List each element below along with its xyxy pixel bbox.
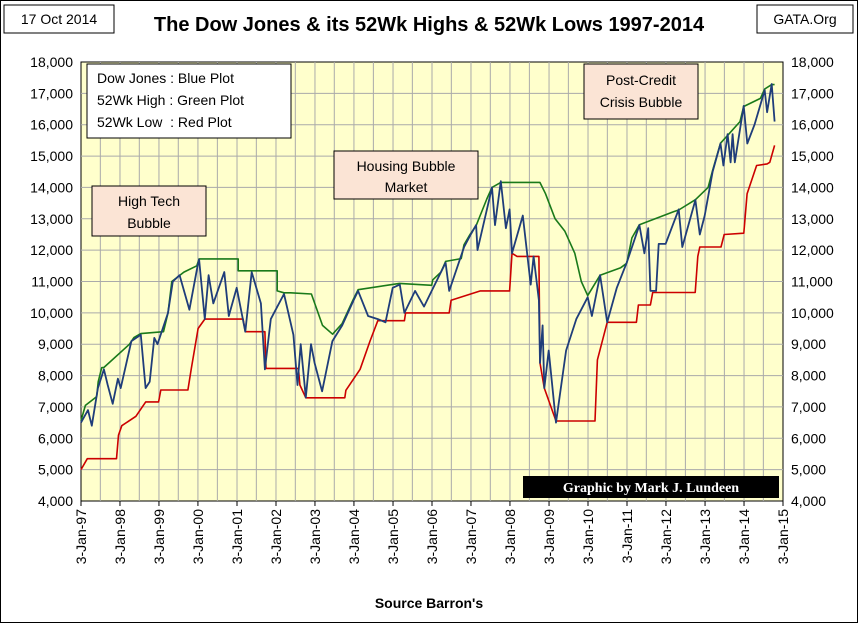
x-tick-label: 3-Jan-04 (346, 509, 362, 564)
annotation-post-credit-line1: Post-Credit (606, 72, 676, 88)
y-tick-label-left: 4,000 (38, 493, 73, 509)
y-tick-label-left: 9,000 (38, 336, 73, 352)
y-tick-label-left: 10,000 (30, 305, 73, 321)
y-tick-label-left: 6,000 (38, 430, 73, 446)
x-tick-label: 3-Jan-97 (73, 509, 89, 564)
grid (81, 62, 783, 501)
x-tick-label: 3-Jan-07 (463, 509, 479, 564)
date-box (3, 4, 115, 34)
annotation-post-credit-line2: Crisis Bubble (600, 94, 683, 110)
legend-box (86, 63, 292, 139)
x-tick-label: 3-Jan-02 (268, 509, 284, 564)
y-tick-label-left: 11,000 (31, 274, 73, 290)
y-tick-label-right: 10,000 (791, 305, 834, 321)
y-tick-label-right: 18,000 (791, 54, 834, 70)
y-tick-label-right: 8,000 (791, 368, 826, 384)
annotation-high-tech-line2: Bubble (127, 215, 171, 231)
y-tick-label-left: 16,000 (30, 117, 73, 133)
x-tick-label: 3-Jan-01 (229, 509, 245, 564)
legend-line-low: 52Wk Low : Red Plot (97, 114, 232, 130)
series-group (80, 83, 776, 471)
x-tick-label: 3-Jan-06 (424, 509, 440, 564)
y-tick-label-left: 17,000 (30, 85, 73, 101)
annotation-high-tech-box (91, 185, 207, 237)
y-tick-label-right: 12,000 (791, 242, 834, 258)
y-tick-label-left: 18,000 (30, 54, 73, 70)
dow-jones-series-line (80, 83, 776, 427)
x-tick-label: 3-Jan-09 (541, 509, 557, 564)
y-tick-label-left: 7,000 (38, 399, 73, 415)
y-axis-right: 4,000 5,000 6,000 7,000 8,000 9,000 10,000 11,0… (791, 54, 834, 509)
x-tick-label: 3-Jan-03 (307, 509, 323, 564)
y-tick-label-right: 17,000 (791, 85, 834, 101)
y-tick-label-right: 6,000 (791, 430, 826, 446)
annotation-post-credit-box (583, 63, 699, 120)
x-tick-label: 3-Jan-98 (112, 509, 128, 564)
legend-line-dow: Dow Jones : Blue Plot (97, 70, 234, 86)
source-site-label: GATA.Org (773, 11, 836, 27)
chart-title: The Dow Jones & its 52Wk Highs & 52Wk Lo… (154, 14, 705, 36)
x-axis-label: Source Barron's (375, 595, 484, 611)
y-tick-label-right: 14,000 (791, 179, 834, 195)
y-tick-label-left: 8,000 (38, 368, 73, 384)
annotation-housing-line1: Housing Bubble (357, 158, 456, 174)
y-tick-label-right: 11,000 (791, 274, 833, 290)
y-tick-label-right: 9,000 (791, 336, 826, 352)
x-tick-label: 3-Jan-00 (190, 509, 206, 564)
y-tick-label-left: 14,000 (30, 179, 73, 195)
y-tick-label-left: 12,000 (30, 242, 73, 258)
x-tick-label: 3-Jan-05 (385, 509, 401, 564)
y-tick-label-left: 13,000 (30, 211, 73, 227)
y-tick-label-right: 7,000 (791, 399, 826, 415)
y-tick-label-right: 15,000 (791, 148, 834, 164)
x-tick-label: 3-Jan-08 (502, 509, 518, 564)
x-tick-label: 3-Jan-15 (775, 509, 791, 564)
annotation-housing-box (333, 150, 479, 200)
annotation-high-tech-line1: High Tech (118, 193, 180, 209)
52wk-low-series-line (80, 145, 776, 471)
credit-label: Graphic by Mark J. Lundeen (563, 481, 739, 496)
y-tick-label-right: 5,000 (791, 462, 826, 478)
x-tick-label: 3-Jan-12 (658, 509, 674, 564)
credit-box (523, 476, 779, 498)
x-tick-label: 3-Jan-11 (619, 509, 635, 563)
y-tick-label-right: 16,000 (791, 117, 834, 133)
annotation-housing-line2: Market (385, 179, 428, 195)
x-tick-label: 3-Jan-99 (151, 509, 167, 564)
y-tick-label-left: 5,000 (38, 462, 73, 478)
y-tick-label-left: 15,000 (30, 148, 73, 164)
x-tick-label: 3-Jan-14 (736, 509, 752, 564)
x-tick-label: 3-Jan-13 (697, 509, 713, 564)
date-label: 17 Oct 2014 (21, 11, 97, 27)
x-tick-label: 3-Jan-10 (580, 509, 596, 564)
legend-line-high: 52Wk High : Green Plot (97, 92, 244, 108)
x-axis: 3-Jan-97 3-Jan-98 3-Jan-99 3-Jan-00 3-Jan-01… (73, 501, 791, 564)
y-axis-left: 4,000 5,000 6,000 7,000 8,000 9,000 10,000 11,0… (30, 54, 73, 509)
source-site-box (756, 4, 854, 34)
y-tick-label-right: 4,000 (791, 493, 826, 509)
y-tick-label-right: 13,000 (791, 211, 834, 227)
